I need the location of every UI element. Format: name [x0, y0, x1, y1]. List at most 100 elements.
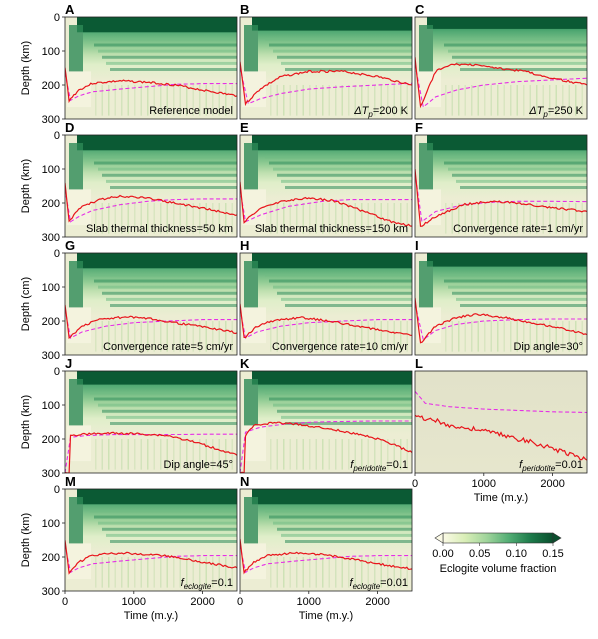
panel-frame — [414, 252, 588, 356]
heatmap-plume — [529, 85, 531, 116]
heatmap-streak — [94, 515, 237, 519]
heatmap-plume — [309, 557, 311, 588]
heatmap-plume — [153, 85, 155, 116]
heatmap-streak — [460, 68, 587, 71]
heatmap-plume — [302, 203, 304, 234]
panel-letter: E — [240, 120, 249, 135]
heatmap-plume — [464, 203, 466, 234]
panel-label-sub: p — [367, 110, 373, 119]
heatmap-top-band — [77, 17, 237, 33]
y-tick-label: 0 — [54, 366, 60, 378]
heatmap-streak — [106, 179, 237, 183]
slab-trail — [67, 425, 91, 462]
heatmap-plume — [393, 321, 395, 352]
heatmap-plume — [490, 85, 492, 116]
heatmap-plume — [179, 321, 181, 352]
heatmap-plume — [179, 203, 181, 234]
heatmap-plume — [283, 557, 285, 588]
heatmap-plume — [536, 321, 538, 352]
panel-label-main: ΔT — [353, 105, 369, 117]
panel-field — [415, 135, 587, 237]
heatmap-plume — [276, 321, 278, 352]
slab-column — [244, 497, 258, 554]
heatmap-plume — [302, 85, 304, 116]
heatmap-background — [415, 371, 587, 473]
heatmap-top-band — [252, 489, 412, 505]
heatmap-top-band — [77, 135, 237, 151]
heatmap-plume — [406, 85, 408, 116]
colorbar-label: Eclogite volume fraction — [440, 563, 557, 575]
series-solid — [65, 540, 237, 575]
heatmap-plume — [296, 439, 298, 470]
x-tick-label: 1000 — [297, 596, 321, 608]
panel-label: Convergence rate=1 cm/yr — [453, 223, 583, 235]
heatmap-streak — [273, 167, 412, 171]
heatmap-plume — [477, 203, 479, 234]
heatmap-plume — [393, 439, 395, 470]
heatmap-top-band — [427, 253, 587, 267]
heatmap-plume — [315, 85, 317, 116]
heatmap-plume — [160, 557, 162, 588]
y-tick-label: 0 — [54, 484, 60, 496]
heatmap-plume — [575, 321, 577, 352]
slab-column — [419, 143, 433, 200]
series-dashed — [65, 433, 237, 473]
heatmap-plume — [108, 321, 110, 352]
slab-column — [69, 143, 83, 200]
heatmap-plume — [510, 85, 512, 116]
panel-frame — [239, 252, 413, 356]
heatmap-plume — [374, 439, 376, 470]
series-dashed — [415, 303, 587, 341]
heatmap-plume — [166, 85, 168, 116]
panel-label: Dip angle=45° — [163, 459, 233, 471]
heatmap-plume — [322, 321, 324, 352]
heatmap-streak — [281, 533, 412, 537]
heatmap-plume — [354, 557, 356, 588]
panel-frame — [64, 370, 238, 474]
series-dashed — [415, 64, 587, 109]
heatmap-plume — [322, 557, 324, 588]
heatmap-plume — [95, 203, 97, 234]
panel-a: A Reference model 0 100 200 300 Depth (km) — [20, 2, 238, 126]
y-axis-label: Depth (km) — [20, 41, 32, 95]
heatmap-plume — [108, 439, 110, 470]
colorbar-tick-label: 0.05 — [469, 548, 490, 560]
series-solid — [65, 182, 237, 223]
heatmap-plume — [127, 557, 129, 588]
heatmap-plume — [380, 439, 382, 470]
heatmap-plume — [555, 203, 557, 234]
heatmap-plume — [114, 85, 116, 116]
heatmap-plume — [101, 321, 103, 352]
heatmap-streak — [285, 422, 412, 425]
slab-column — [244, 25, 258, 82]
x-axis-label: Time (m.y.) — [299, 610, 353, 622]
y-tick-label: 100 — [42, 46, 60, 58]
heatmap-plume — [160, 85, 162, 116]
panel-frame — [414, 134, 588, 238]
heatmap-plume — [529, 203, 531, 234]
heatmap-plume — [315, 557, 317, 588]
panel-i: I Dip angle=30° — [414, 238, 588, 356]
heatmap-plume — [127, 85, 129, 116]
heatmap-streak — [460, 186, 587, 189]
heatmap-streak — [281, 61, 412, 65]
heatmap-plume — [218, 321, 220, 352]
heatmap-streak — [460, 304, 587, 307]
panel-letter: G — [65, 238, 75, 253]
heatmap-plume — [147, 557, 149, 588]
y-axis-label: Depth (cm) — [20, 277, 32, 331]
heatmap-plume — [218, 557, 220, 588]
heatmap-streak — [281, 179, 412, 183]
heatmap-plume — [231, 203, 233, 234]
panel-letter: H — [240, 238, 249, 253]
panel-label: Reference model — [149, 105, 233, 117]
panel-label-main: Dip angle=45° — [163, 459, 233, 471]
heatmap-plume — [114, 439, 116, 470]
heatmap-plume — [140, 203, 142, 234]
heatmap-streak — [273, 403, 412, 407]
heatmap-plume — [160, 321, 162, 352]
colorbar-min-arrow — [434, 532, 444, 544]
